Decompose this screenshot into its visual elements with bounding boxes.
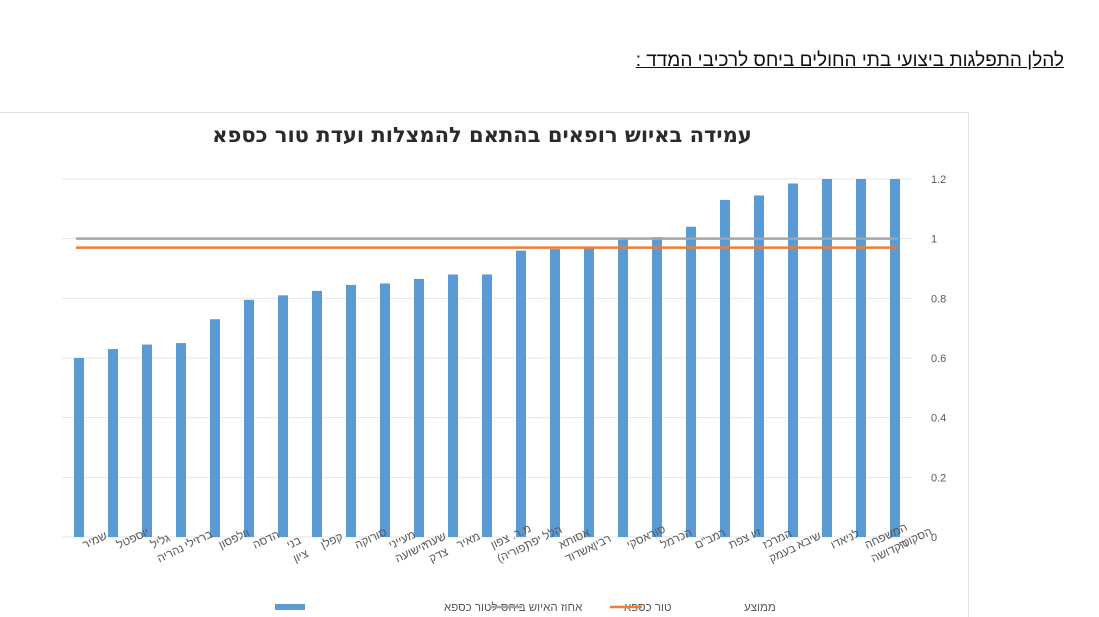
bar xyxy=(380,283,390,537)
bar xyxy=(448,274,458,537)
bar xyxy=(890,179,900,537)
bar xyxy=(108,349,118,537)
bar xyxy=(652,237,662,538)
bar-series xyxy=(74,179,900,538)
x-tick-label: יוספטל xyxy=(115,526,151,552)
bar xyxy=(788,183,798,537)
y-tick-label: 0.4 xyxy=(931,413,946,425)
bar xyxy=(516,250,526,537)
chart-title: עמידה באיוש רופאים בהתאם להמצלות ועדת טו… xyxy=(212,123,752,147)
bar xyxy=(720,199,730,537)
x-tick-label: רבין xyxy=(591,533,613,552)
bar xyxy=(210,319,220,537)
bar xyxy=(482,274,492,537)
y-tick-label: 0.6 xyxy=(931,353,946,365)
y-tick-label: 0 xyxy=(931,532,937,544)
x-tick-label: ברזילי xyxy=(183,528,215,552)
bar xyxy=(618,238,628,537)
bar xyxy=(856,179,866,537)
bar xyxy=(74,358,84,537)
bar xyxy=(584,247,594,537)
bar xyxy=(278,295,288,537)
bar xyxy=(244,299,254,537)
x-tick-label: בניציון xyxy=(285,534,310,565)
y-tick-label: 0.2 xyxy=(931,472,946,484)
legend-swatch-bar xyxy=(275,604,305,610)
bar xyxy=(686,226,696,537)
bar xyxy=(754,195,764,538)
y-axis-ticks: 0 0.2 0.4 0.6 0.8 1 1.2 xyxy=(931,174,946,544)
y-tick-label: 1.2 xyxy=(931,174,946,186)
y-tick-label: 1 xyxy=(931,234,937,246)
x-tick-label: וולפסון xyxy=(217,526,252,551)
y-tick-label: 0.8 xyxy=(931,293,946,305)
x-tick-label: זיו צפת xyxy=(727,526,763,551)
bar xyxy=(550,249,560,537)
x-tick-label: רמב"ם xyxy=(693,527,727,552)
x-tick-label: שיבא xyxy=(795,530,823,552)
bar xyxy=(312,290,322,537)
legend-label: טור כספא xyxy=(624,602,672,614)
page-heading: להלן התפלגות ביצועי בתי החולים ביחס לרכי… xyxy=(635,50,1064,71)
chart-frame xyxy=(0,112,969,617)
reference-lines xyxy=(76,237,898,249)
x-tick-label: לניאדו xyxy=(829,527,862,552)
x-tick-label: קפלן xyxy=(319,530,345,552)
bar xyxy=(142,344,152,537)
bar xyxy=(346,284,356,537)
x-tick-label: שמיר xyxy=(81,530,109,552)
bar xyxy=(414,278,424,537)
x-tick-label: מאיר xyxy=(455,531,482,552)
x-tick-label: סורוקה xyxy=(353,527,389,552)
bar xyxy=(822,179,832,537)
x-tick-label: הדסה xyxy=(251,529,281,552)
legend-label: ממוצע xyxy=(744,602,776,614)
gridlines xyxy=(62,178,912,538)
bar xyxy=(176,343,186,537)
